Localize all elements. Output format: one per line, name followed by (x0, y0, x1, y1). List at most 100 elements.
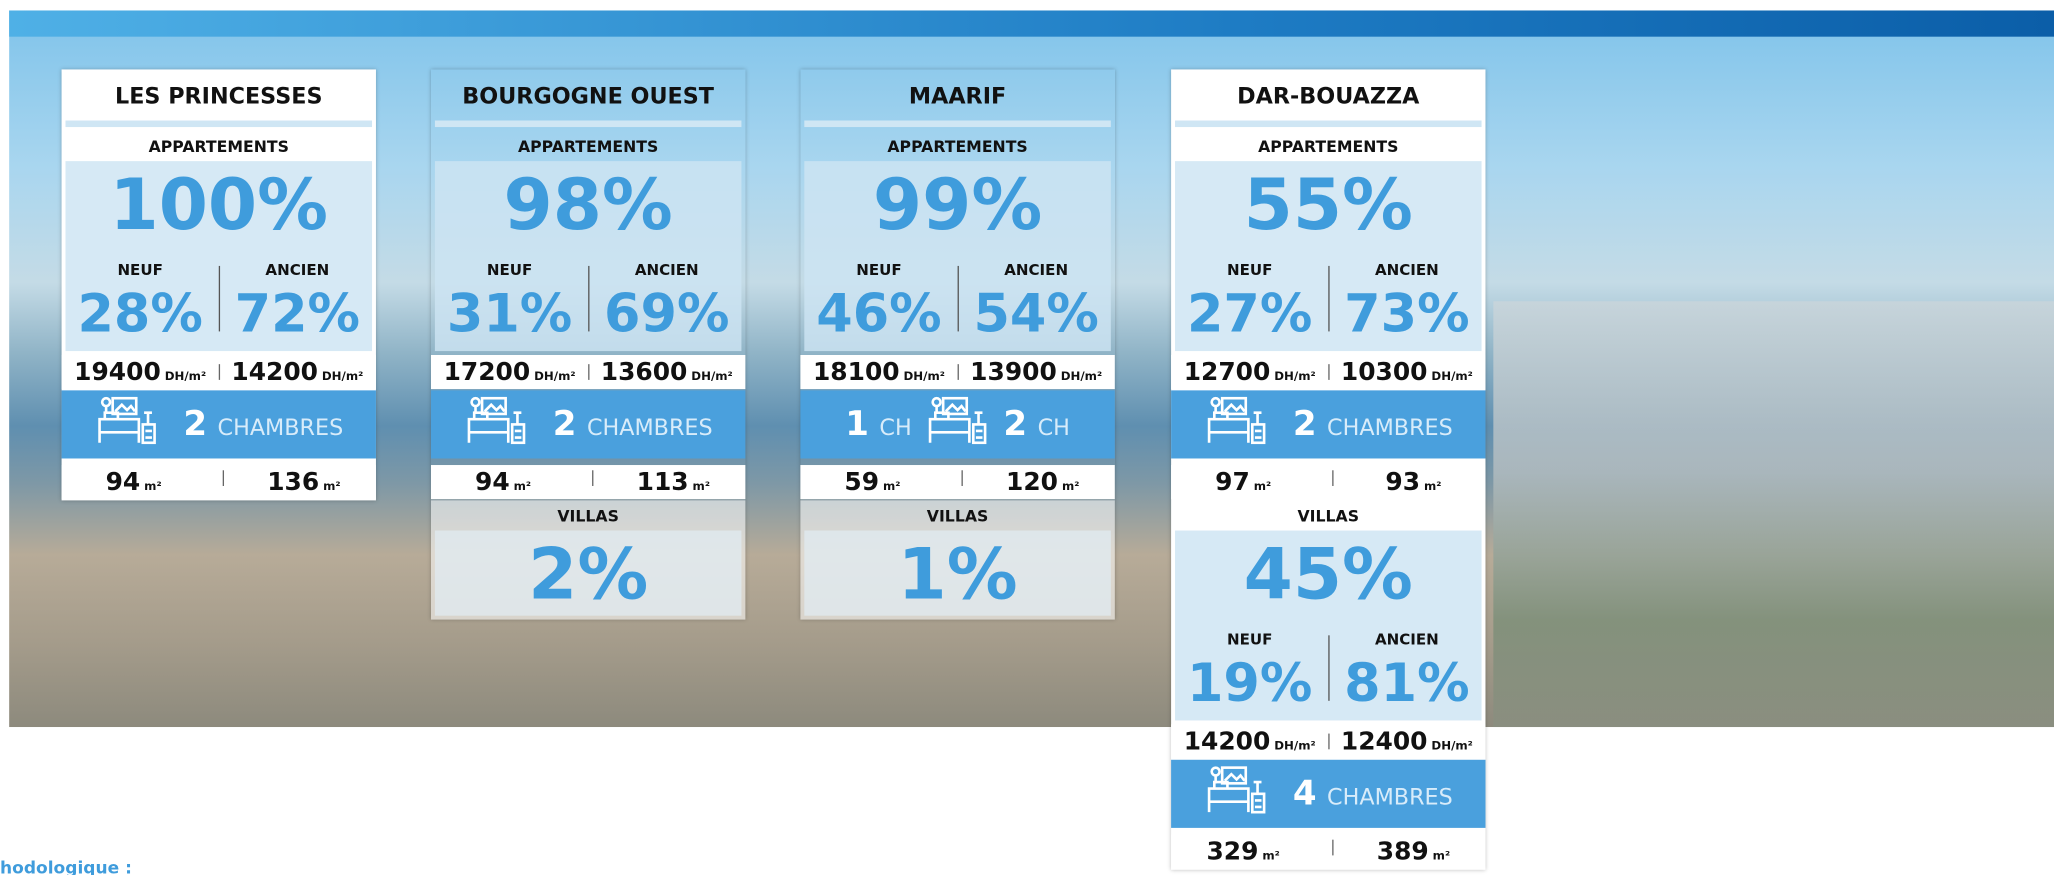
share-value: 99% (872, 163, 1043, 247)
area-unit: m² (882, 480, 901, 494)
rooms-band: 2 CHAMBRES (1171, 390, 1486, 459)
price-divider (957, 364, 959, 380)
city-photo-detail (1493, 301, 2054, 728)
price-value: 14200 (1183, 727, 1271, 756)
district-title: BOURGOGNE OUEST (462, 83, 715, 111)
area-value: 389 (1376, 837, 1429, 866)
rooms: 2 CHAMBRES (553, 405, 713, 444)
ancien-label: ANCIEN (1374, 630, 1439, 649)
share-value: 2% (528, 533, 649, 616)
price-row: 12700 DH/m² 10300 DH/m² (1171, 354, 1486, 390)
area-divider (222, 470, 225, 486)
price-row: 19400 DH/m² 14200 DH/m² (61, 354, 376, 390)
title-rule (65, 120, 373, 128)
rooms: 2 CH (1003, 405, 1069, 444)
bed-icon (1204, 396, 1269, 454)
district-title: LES PRINCESSES (115, 83, 323, 111)
rooms-band: 2 CHAMBRES (61, 390, 376, 459)
rooms-band: 4 CHAMBRES (1171, 759, 1486, 828)
share-value: 98% (503, 163, 673, 247)
neuf-area: 94 m² (62, 468, 206, 497)
title-rule (804, 120, 1111, 128)
neuf-share: 19% (1186, 653, 1313, 714)
neuf-price: 17200 DH/m² (431, 358, 588, 387)
district-card: DAR-BOUAZZA APPARTEMENTS 55% NEUF ANCIEN 27% 7… (1171, 69, 1486, 870)
rooms: 1 CH (845, 405, 911, 444)
area-unit: m² (513, 480, 532, 494)
ancien-area: 113 m² (588, 468, 758, 497)
share-box (804, 530, 1111, 616)
area-value: 97 (1215, 467, 1250, 497)
bed-icon (925, 396, 990, 454)
bed-icon (464, 396, 529, 454)
price-value: 19400 (74, 357, 161, 387)
rooms: 2 CHAMBRES (1293, 405, 1453, 444)
bed-icon-svg (98, 396, 156, 445)
neuf-area: 94 m² (431, 468, 575, 497)
area-unit: m² (1432, 850, 1451, 864)
area-unit: m² (1061, 480, 1080, 494)
area-unit: m² (692, 480, 710, 494)
price-value: 13600 (600, 357, 688, 387)
neuf-price: 18100 DH/m² (800, 358, 957, 387)
area-value: 93 (1385, 467, 1421, 497)
ancien-share: 81% (1344, 653, 1470, 714)
divider (588, 265, 590, 332)
area-unit: m² (1423, 480, 1442, 494)
neuf-price: 14200 DH/m² (1171, 727, 1328, 756)
divider (1328, 265, 1330, 332)
footer-note: hodologique : (0, 859, 132, 875)
share-box (434, 530, 742, 616)
rooms-label: CH (1037, 415, 1070, 442)
district-title: DAR-BOUAZZA (1237, 83, 1420, 111)
rooms-label: CHAMBRES (1327, 784, 1453, 811)
ancien-share: 72% (234, 284, 361, 345)
price-unit: DH/m² (903, 370, 945, 384)
area-divider (1332, 470, 1334, 486)
area-unit: m² (1262, 850, 1280, 864)
price-unit: DH/m² (1431, 740, 1473, 754)
title-rule (434, 120, 742, 128)
neuf-label: NEUF (1226, 260, 1273, 280)
section-label: APPARTEMENTS (1258, 137, 1399, 156)
ancien-label: ANCIEN (265, 260, 330, 280)
price-value: 12400 (1340, 727, 1428, 756)
price-unit: DH/m² (1274, 370, 1316, 384)
rooms-count: 2 (183, 404, 208, 445)
ancien-price: 14200 DH/m² (219, 358, 376, 387)
section-label: APPARTEMENTS (887, 137, 1028, 156)
rooms-count: 2 (1003, 404, 1028, 445)
price-divider (1328, 733, 1330, 750)
price-value: 14200 (231, 357, 318, 387)
price-value: 18100 (812, 357, 900, 387)
ancien-area: 136 m² (219, 468, 389, 497)
neuf-price: 12700 DH/m² (1171, 358, 1328, 387)
area-row: 329 m² 389 m² (1171, 834, 1486, 869)
price-row: 18100 DH/m² 13900 DH/m² (800, 354, 1115, 390)
district-card: BOURGOGNE OUEST APPARTEMENTS 98% NEUF ANCIEN… (430, 69, 746, 620)
rooms: 4 CHAMBRES (1293, 774, 1453, 813)
title-rule (1175, 120, 1482, 128)
price-divider (1328, 364, 1330, 380)
area-value: 136 (267, 467, 320, 497)
share-value: 100% (109, 163, 329, 247)
neuf-label: NEUF (856, 260, 902, 280)
divider (957, 265, 959, 332)
ancien-share: 69% (604, 284, 730, 345)
rooms-count: 2 (552, 404, 577, 445)
bed-icon-svg (1207, 766, 1266, 814)
bed-icon-svg (928, 396, 987, 445)
ancien-share: 54% (973, 284, 1099, 345)
area-value: 113 (636, 467, 689, 497)
area-value: 94 (105, 467, 141, 497)
price-value: 12700 (1183, 357, 1271, 387)
neuf-area: 97 m² (1171, 468, 1315, 497)
neuf-label: NEUF (117, 260, 163, 280)
neuf-area: 59 m² (800, 468, 944, 497)
rooms-label: CHAMBRES (1327, 415, 1453, 442)
neuf-share: 46% (816, 284, 942, 345)
ancien-price: 13900 DH/m² (958, 358, 1115, 387)
bed-icon (94, 396, 159, 454)
rooms-label: CHAMBRES (586, 415, 713, 442)
